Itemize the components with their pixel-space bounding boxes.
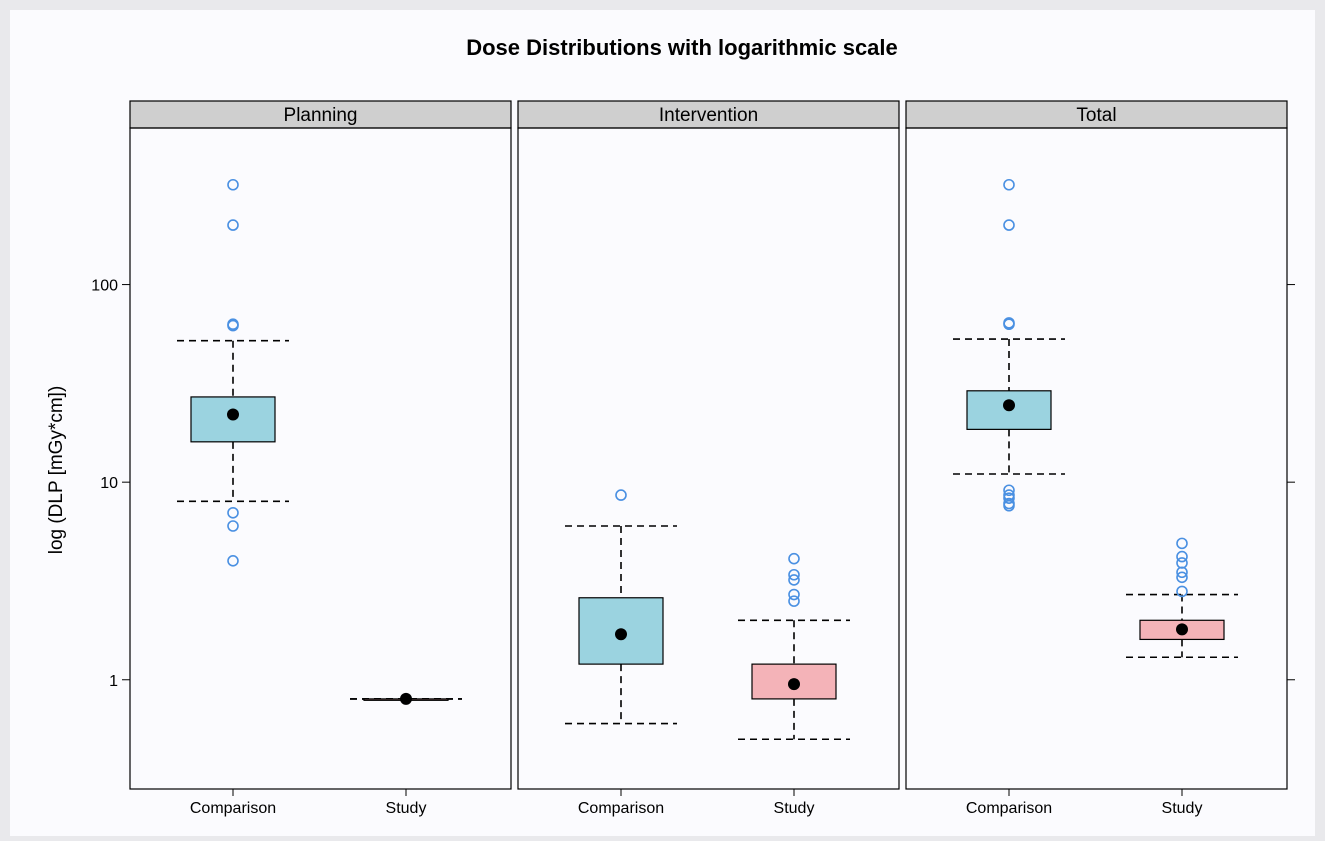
- outlier-point: [1003, 219, 1015, 231]
- panel-frame: [517, 127, 900, 790]
- outlier-point: [1003, 317, 1015, 329]
- x-tick-label: Comparison: [578, 800, 664, 817]
- outlier-point: [1176, 537, 1188, 550]
- panel-intervention: Intervention Comparison Study: [517, 100, 900, 817]
- x-tick-label: Study: [774, 800, 815, 817]
- panel-planning: Planning 1 10 100 Comparison Study: [91, 100, 512, 817]
- panel-frame: [129, 127, 512, 790]
- outlier-point: [227, 554, 239, 567]
- outlier-point: [1003, 497, 1015, 510]
- strip-label: Total: [1076, 105, 1116, 126]
- outlier-point: [1176, 585, 1188, 598]
- iqr-box: [751, 663, 837, 700]
- strip-label: Planning: [284, 105, 358, 126]
- median-dot: [1003, 399, 1015, 412]
- outlier-point: [788, 568, 800, 581]
- strip-0: [129, 100, 512, 129]
- outlier-point: [227, 178, 239, 191]
- box-study: [1126, 537, 1238, 659]
- outlier-point: [227, 520, 239, 532]
- median-dot: [788, 678, 800, 691]
- outlier-point: [227, 506, 239, 519]
- iqr-box: [190, 396, 276, 443]
- outlier-point: [1176, 557, 1188, 569]
- y-tick-label: 100: [91, 278, 118, 295]
- panel-frame: [905, 127, 1288, 790]
- x-tick-label: Comparison: [190, 800, 276, 817]
- x-tick-label: Comparison: [966, 800, 1052, 817]
- chart-title: Dose Distributions with logarithmic scal…: [466, 35, 898, 60]
- x-tick-label: Study: [1162, 800, 1203, 817]
- outlier-point: [1003, 492, 1015, 504]
- box-study: [738, 552, 850, 741]
- outlier-point: [227, 318, 239, 331]
- box-comparison: [565, 489, 677, 725]
- outlier-point: [1003, 178, 1015, 191]
- outlier-point: [788, 574, 800, 586]
- x-tick-label: Study: [386, 800, 427, 817]
- y-axis-label: log (DLP [mGy*cm]): [46, 386, 67, 555]
- chart-svg: Dose Distributions with logarithmic scal…: [46, 35, 1295, 817]
- y-tick-label: 1: [109, 673, 118, 690]
- strip-2: [905, 100, 1288, 129]
- box-comparison: [177, 178, 289, 567]
- median-dot: [615, 628, 627, 641]
- outlier-point: [227, 219, 239, 231]
- median-dot: [400, 692, 412, 705]
- strip-label: Intervention: [659, 105, 758, 126]
- outlier-point: [1003, 489, 1015, 501]
- outlier-point: [1176, 571, 1188, 584]
- outlier-point: [1176, 550, 1188, 563]
- box-study: [350, 692, 462, 705]
- outlier-point: [1003, 484, 1015, 497]
- outlier-point: [615, 489, 627, 501]
- box-comparison: [953, 178, 1065, 512]
- panel-total: Total Comparison Study: [905, 100, 1295, 817]
- outlier-point: [788, 588, 800, 601]
- outlier-point: [788, 552, 800, 565]
- chart-frame: Dose Distributions with logarithmic scal…: [10, 10, 1315, 836]
- median-dot: [227, 408, 239, 421]
- outlier-point: [788, 595, 800, 607]
- y-tick-label: 10: [100, 475, 118, 492]
- median-dot: [1176, 623, 1188, 636]
